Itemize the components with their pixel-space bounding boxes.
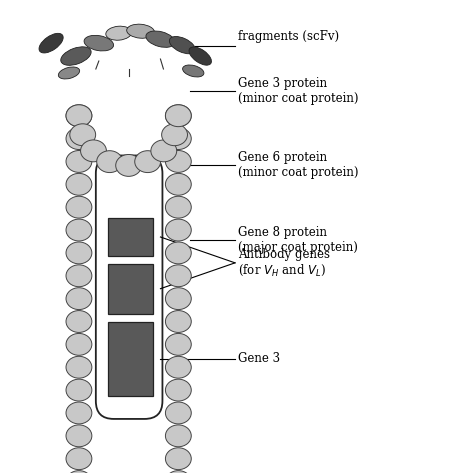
Ellipse shape: [162, 124, 188, 146]
Ellipse shape: [165, 105, 191, 127]
Bar: [108, 264, 154, 313]
Ellipse shape: [165, 333, 191, 356]
Ellipse shape: [116, 155, 142, 176]
Text: Gene 3 protein
(minor coat protein): Gene 3 protein (minor coat protein): [238, 77, 358, 105]
Ellipse shape: [165, 173, 191, 195]
Ellipse shape: [127, 24, 155, 38]
Text: Gene 3: Gene 3: [238, 352, 280, 365]
Ellipse shape: [165, 151, 191, 173]
Ellipse shape: [66, 333, 92, 356]
Text: fragments (scFv): fragments (scFv): [238, 30, 339, 43]
Ellipse shape: [66, 151, 92, 173]
Ellipse shape: [165, 105, 191, 127]
Ellipse shape: [165, 471, 191, 474]
Ellipse shape: [66, 105, 92, 127]
Ellipse shape: [165, 402, 191, 424]
Ellipse shape: [70, 124, 96, 146]
Ellipse shape: [58, 67, 80, 79]
Ellipse shape: [66, 196, 92, 218]
Ellipse shape: [84, 36, 114, 51]
Text: Antibody genes
(for $V_H$ and $V_L$): Antibody genes (for $V_H$ and $V_L$): [238, 247, 330, 278]
Ellipse shape: [135, 151, 161, 173]
Ellipse shape: [169, 36, 195, 54]
Ellipse shape: [151, 140, 177, 162]
Ellipse shape: [165, 242, 191, 264]
Ellipse shape: [165, 310, 191, 332]
Ellipse shape: [165, 448, 191, 470]
PathPatch shape: [96, 155, 163, 419]
Ellipse shape: [66, 242, 92, 264]
Ellipse shape: [165, 265, 191, 287]
Ellipse shape: [165, 128, 191, 149]
Ellipse shape: [66, 356, 92, 378]
Ellipse shape: [189, 47, 211, 65]
Bar: [108, 321, 154, 396]
Ellipse shape: [66, 219, 92, 241]
Ellipse shape: [182, 65, 204, 77]
Ellipse shape: [66, 310, 92, 332]
Ellipse shape: [106, 26, 132, 40]
Ellipse shape: [66, 471, 92, 474]
Ellipse shape: [66, 448, 92, 470]
Text: Gene 6 protein
(minor coat protein): Gene 6 protein (minor coat protein): [238, 151, 358, 180]
Ellipse shape: [66, 402, 92, 424]
Ellipse shape: [66, 425, 92, 447]
Ellipse shape: [165, 288, 191, 310]
Ellipse shape: [66, 105, 92, 127]
Ellipse shape: [165, 196, 191, 218]
Bar: [108, 218, 154, 256]
Ellipse shape: [66, 173, 92, 195]
Ellipse shape: [165, 219, 191, 241]
Ellipse shape: [66, 288, 92, 310]
Text: Gene 8 protein
(major coat protein): Gene 8 protein (major coat protein): [238, 226, 358, 254]
Ellipse shape: [146, 31, 175, 47]
Ellipse shape: [66, 128, 92, 149]
Ellipse shape: [39, 33, 63, 53]
Ellipse shape: [81, 140, 107, 162]
Ellipse shape: [66, 265, 92, 287]
Ellipse shape: [66, 379, 92, 401]
Ellipse shape: [61, 47, 91, 65]
Ellipse shape: [165, 425, 191, 447]
Ellipse shape: [97, 151, 123, 173]
Ellipse shape: [165, 379, 191, 401]
Ellipse shape: [165, 356, 191, 378]
